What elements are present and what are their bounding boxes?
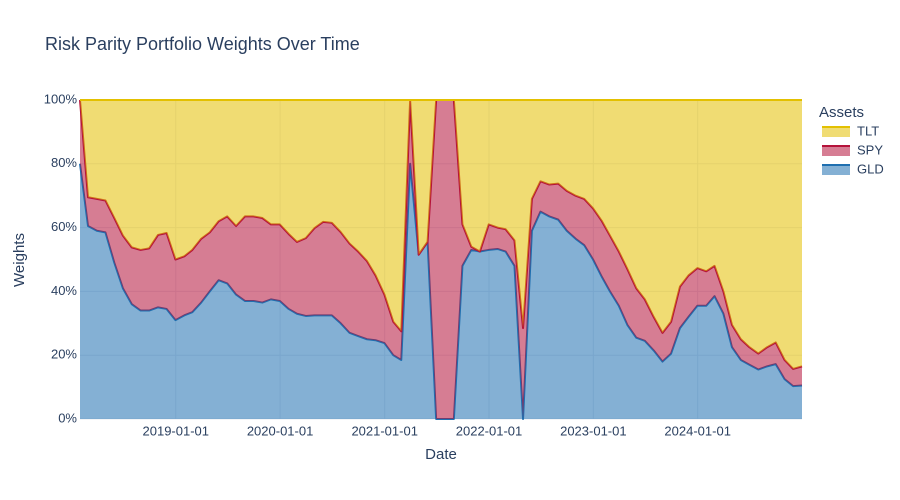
- legend-title: Assets: [819, 104, 864, 121]
- y-tick-label: 20%: [51, 347, 77, 362]
- legend-swatch: [822, 146, 850, 156]
- legend-label: SPY: [857, 142, 883, 157]
- plot-area: [79, 99, 803, 420]
- area-fill: [80, 163, 802, 419]
- x-tick-label: 2021-01-01: [351, 423, 418, 438]
- legend-swatch: [822, 127, 850, 137]
- y-tick-label: 60%: [51, 219, 77, 234]
- area-fill: [80, 100, 802, 419]
- y-tick-label: 0%: [58, 410, 77, 425]
- legend-label: TLT: [857, 123, 879, 138]
- x-tick-label: 2019-01-01: [143, 423, 210, 438]
- legend-label: GLD: [857, 161, 884, 176]
- x-tick-label: 2020-01-01: [247, 423, 314, 438]
- x-tick-label: 2023-01-01: [560, 423, 627, 438]
- y-axis-title: Weights: [11, 233, 28, 287]
- chart-title: Risk Parity Portfolio Weights Over Time: [45, 34, 360, 54]
- area-fill: [80, 100, 802, 369]
- legend-swatch: [822, 165, 850, 175]
- y-tick-label: 80%: [51, 155, 77, 170]
- x-tick-label: 2024-01-01: [664, 423, 731, 438]
- y-tick-label: 100%: [44, 91, 78, 106]
- x-axis-title: Date: [425, 446, 457, 463]
- y-tick-label: 40%: [51, 283, 77, 298]
- x-tick-label: 2022-01-01: [456, 423, 523, 438]
